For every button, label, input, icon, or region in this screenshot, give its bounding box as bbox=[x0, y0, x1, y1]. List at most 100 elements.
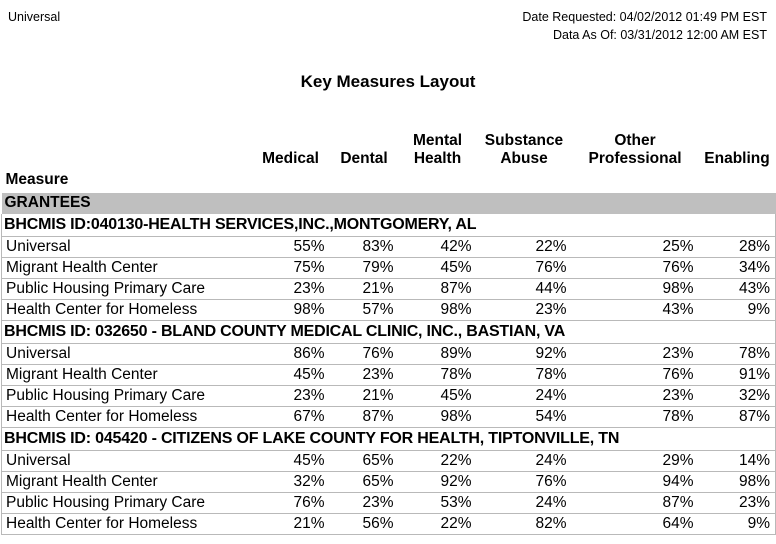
grantee-id-text: BHCMIS ID:040130-HEALTH SERVICES,INC.,MO… bbox=[1, 214, 776, 237]
measure-data-row: Health Center for Homeless 21% 56% 22% 82% 64… bbox=[1, 513, 776, 535]
column-header-medical: Medical bbox=[262, 150, 319, 167]
measure-value-cell: 24% bbox=[476, 450, 572, 472]
measure-value-cell: 89% bbox=[398, 343, 477, 365]
report-topbar: Universal Date Requested: 04/02/2012 01:… bbox=[0, 0, 776, 44]
measure-value-cell: 22% bbox=[398, 450, 477, 472]
measure-value-cell: 24% bbox=[476, 492, 572, 514]
measure-data-row: Health Center for Homeless 98% 57% 98% 23% 43… bbox=[1, 299, 776, 321]
grantee-id-row: BHCMIS ID: 045420 - CITIZENS OF LAKE COU… bbox=[1, 427, 776, 451]
measure-value-cell: 82% bbox=[476, 513, 572, 535]
measure-name-cell: Public Housing Primary Care bbox=[1, 492, 252, 514]
measure-value-cell: 78% bbox=[571, 406, 699, 428]
measure-name-cell: Universal bbox=[1, 343, 252, 365]
measure-value-cell: 23% bbox=[698, 492, 776, 514]
measure-data-row: Public Housing Primary Care 23% 21% 45% 24% 2… bbox=[1, 385, 776, 407]
measure-value-cell: 76% bbox=[476, 257, 572, 279]
measure-value-cell: 98% bbox=[571, 278, 699, 300]
grantee-id-text: BHCMIS ID: 045420 - CITIZENS OF LAKE COU… bbox=[1, 427, 776, 451]
measure-value-cell: 87% bbox=[329, 406, 399, 428]
measure-value-cell: 45% bbox=[398, 385, 477, 407]
measure-value-cell: 53% bbox=[398, 492, 477, 514]
measure-name-cell: Migrant Health Center bbox=[1, 257, 252, 279]
column-header-enabling: Enabling bbox=[704, 150, 770, 167]
measure-value-cell: 24% bbox=[476, 385, 572, 407]
measure-name-cell: Universal bbox=[1, 450, 252, 472]
report-dates: Date Requested: 04/02/2012 01:49 PM EST … bbox=[522, 8, 767, 44]
measure-value-cell: 57% bbox=[329, 299, 399, 321]
measure-value-cell: 23% bbox=[571, 343, 699, 365]
measure-value-cell: 76% bbox=[476, 471, 572, 493]
measure-value-cell: 28% bbox=[698, 236, 776, 258]
measure-value-cell: 43% bbox=[571, 299, 699, 321]
measure-data-row: Migrant Health Center 75% 79% 45% 76% 76% 34% bbox=[1, 257, 776, 279]
measure-column-spacer bbox=[2, 132, 252, 169]
measure-name-cell: Universal bbox=[1, 236, 252, 258]
measure-value-cell: 56% bbox=[329, 513, 399, 535]
column-header-row: Medical Dental Mental Health Substance A… bbox=[2, 132, 776, 169]
grantees-section-header: GRANTEES bbox=[1, 193, 776, 214]
measure-value-cell: 76% bbox=[571, 364, 699, 386]
measure-value-cell: 76% bbox=[571, 257, 699, 279]
column-header-other-professional: Other Professional bbox=[588, 132, 682, 167]
grantee-id-text: BHCMIS ID: 032650 - BLAND COUNTY MEDICAL… bbox=[1, 320, 776, 344]
measure-value-cell: 86% bbox=[251, 343, 330, 365]
measure-data-row: Universal 86% 76% 89% 92% 23% 78% bbox=[1, 343, 776, 365]
measure-value-cell: 25% bbox=[571, 236, 699, 258]
measure-value-cell: 92% bbox=[476, 343, 572, 365]
measure-value-cell: 9% bbox=[698, 513, 776, 535]
measure-value-cell: 23% bbox=[251, 385, 330, 407]
measure-value-cell: 34% bbox=[698, 257, 776, 279]
measure-value-cell: 42% bbox=[398, 236, 477, 258]
measure-value-cell: 23% bbox=[329, 492, 399, 514]
measure-name-cell: Migrant Health Center bbox=[1, 471, 252, 493]
measure-value-cell: 22% bbox=[398, 513, 477, 535]
measure-value-cell: 45% bbox=[398, 257, 477, 279]
measure-value-cell: 32% bbox=[698, 385, 776, 407]
measure-value-cell: 92% bbox=[398, 471, 477, 493]
column-header-mental-health: Mental Health bbox=[412, 132, 463, 167]
measure-value-cell: 23% bbox=[571, 385, 699, 407]
measure-name-cell: Health Center for Homeless bbox=[1, 406, 252, 428]
measure-value-cell: 75% bbox=[251, 257, 330, 279]
measure-value-cell: 98% bbox=[251, 299, 330, 321]
measure-value-cell: 78% bbox=[698, 343, 776, 365]
measure-column-header: Measure bbox=[5, 171, 69, 188]
measure-value-cell: 94% bbox=[571, 471, 699, 493]
measure-value-cell: 76% bbox=[329, 343, 399, 365]
measure-value-cell: 21% bbox=[329, 385, 399, 407]
measure-value-cell: 87% bbox=[398, 278, 477, 300]
measure-value-cell: 45% bbox=[251, 364, 330, 386]
measure-name-cell: Public Housing Primary Care bbox=[1, 385, 252, 407]
measure-name-cell: Health Center for Homeless bbox=[1, 513, 252, 535]
page-title: Key Measures Layout bbox=[300, 72, 476, 91]
measure-value-cell: 64% bbox=[571, 513, 699, 535]
measure-value-cell: 98% bbox=[698, 471, 776, 493]
measure-value-cell: 65% bbox=[329, 450, 399, 472]
measure-value-cell: 45% bbox=[251, 450, 330, 472]
measure-value-cell: 83% bbox=[329, 236, 399, 258]
measure-data-row: Migrant Health Center 45% 23% 78% 78% 76% 91% bbox=[1, 364, 776, 386]
key-measures-table: Medical Dental Mental Health Substance A… bbox=[1, 132, 776, 535]
column-header-substance-abuse: Substance Abuse bbox=[484, 132, 564, 167]
measure-name-cell: Migrant Health Center bbox=[1, 364, 252, 386]
measure-header-spacer bbox=[252, 169, 776, 193]
measure-value-cell: 23% bbox=[329, 364, 399, 386]
measure-value-cell: 29% bbox=[571, 450, 699, 472]
report-scope-label: Universal bbox=[8, 10, 61, 24]
measure-value-cell: 32% bbox=[251, 471, 330, 493]
measure-value-cell: 79% bbox=[329, 257, 399, 279]
measure-value-cell: 9% bbox=[698, 299, 776, 321]
measure-data-row: Migrant Health Center 32% 65% 92% 76% 94% 98% bbox=[1, 471, 776, 493]
measure-value-cell: 87% bbox=[571, 492, 699, 514]
measure-value-cell: 98% bbox=[398, 406, 477, 428]
date-requested-text: Date Requested: 04/02/2012 01:49 PM EST bbox=[522, 10, 767, 24]
measure-value-cell: 21% bbox=[251, 513, 330, 535]
measure-data-row: Public Housing Primary Care 76% 23% 53% 24% 8… bbox=[1, 492, 776, 514]
measure-value-cell: 87% bbox=[698, 406, 776, 428]
measure-name-cell: Health Center for Homeless bbox=[1, 299, 252, 321]
grantee-id-row: BHCMIS ID: 032650 - BLAND COUNTY MEDICAL… bbox=[1, 320, 776, 344]
measure-value-cell: 65% bbox=[329, 471, 399, 493]
measure-value-cell: 43% bbox=[698, 278, 776, 300]
measure-value-cell: 98% bbox=[398, 299, 477, 321]
